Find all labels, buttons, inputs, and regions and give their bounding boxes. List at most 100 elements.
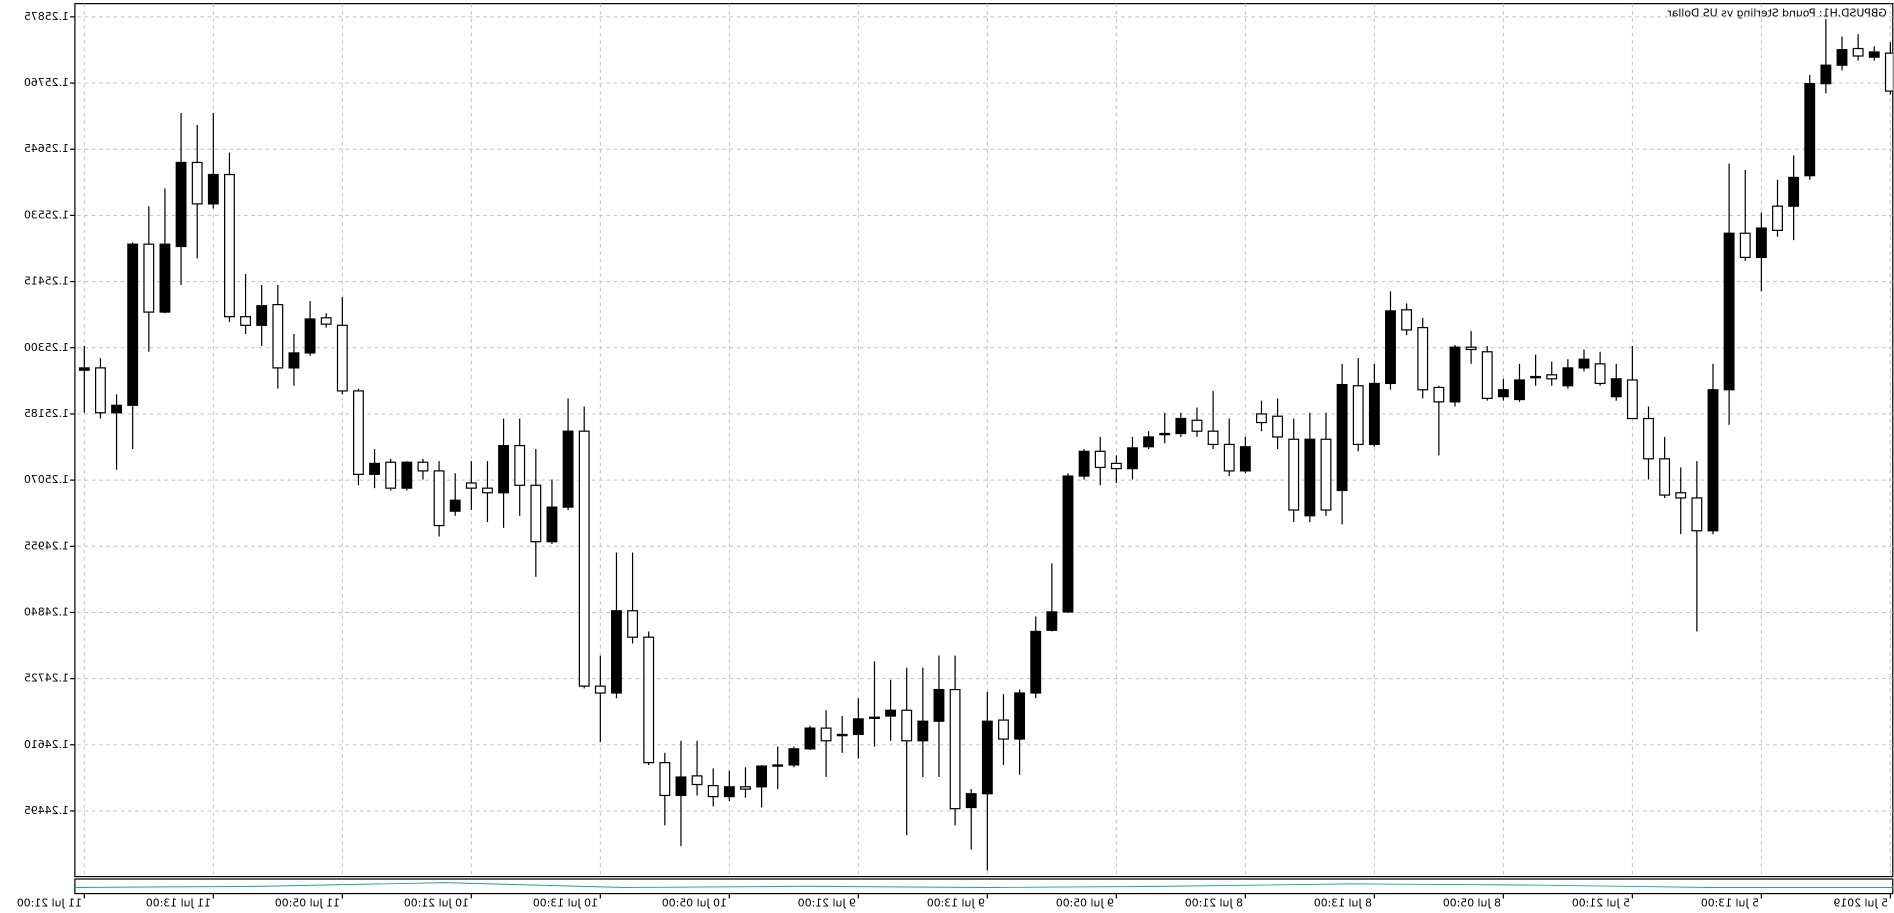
candle-body <box>659 762 671 797</box>
candle-body <box>1836 49 1848 66</box>
y-tick-label: 1.25185 <box>24 407 69 420</box>
candle-body <box>1804 83 1816 177</box>
candle-body <box>723 786 735 798</box>
candle-body <box>772 764 784 767</box>
candle-body <box>78 367 90 371</box>
candle-body <box>433 470 445 527</box>
candle-body <box>675 776 687 797</box>
candle-body <box>1385 310 1396 385</box>
candle-body <box>901 709 913 742</box>
candle-body <box>1481 351 1493 399</box>
candle-body <box>320 317 332 325</box>
candle-body <box>594 685 606 694</box>
candle-body <box>1368 382 1380 446</box>
candle-body <box>1191 419 1203 432</box>
candle-body <box>1046 611 1058 631</box>
grid <box>74 3 1893 877</box>
candle-body <box>191 161 203 205</box>
y-tick-label: 1.24495 <box>24 804 69 817</box>
candle-body <box>756 765 768 788</box>
candle-body <box>1562 367 1574 387</box>
candle-body <box>482 487 493 494</box>
y-tick-label: 1.25300 <box>24 341 69 354</box>
candle-body <box>981 720 993 795</box>
candle-body <box>1755 227 1767 259</box>
x-tick-label: 9 Jul 13:00 <box>927 896 985 909</box>
candle-body <box>498 444 510 494</box>
candle-body <box>1739 232 1751 259</box>
candle-body <box>1659 458 1671 496</box>
candle-body <box>1352 385 1364 446</box>
candle-body <box>175 161 187 248</box>
candle-body <box>1336 383 1348 492</box>
candle-body <box>1207 430 1219 446</box>
candle-body <box>1401 309 1413 331</box>
candle-body <box>1256 413 1267 424</box>
y-tick-label: 1.25875 <box>24 10 69 23</box>
candle-body <box>1610 378 1622 398</box>
candle-body <box>1626 379 1638 420</box>
candle-body <box>1546 374 1558 380</box>
candle-body <box>1643 417 1654 460</box>
candle-body <box>820 727 832 742</box>
candle-body <box>224 173 235 318</box>
x-tick-label: 11 Jul 21:00 <box>17 896 82 909</box>
chart-body: GBPUSD,H1: Pound Sterling vs US Dollar 1… <box>17 3 1894 909</box>
candle-body <box>465 482 477 489</box>
candle-body <box>1723 232 1735 391</box>
y-tick-label: 1.25070 <box>24 473 69 486</box>
candle-body <box>643 636 655 764</box>
candle-body <box>159 243 171 313</box>
y-tick-label: 1.25645 <box>24 142 69 155</box>
candle-body <box>965 793 977 809</box>
candle-body <box>111 404 122 414</box>
candle-body <box>1497 389 1509 398</box>
candle-body <box>1417 327 1429 391</box>
candle-body <box>1320 438 1332 511</box>
x-tick-label: 10 Jul 05:00 <box>662 896 727 909</box>
candle-body <box>1127 447 1138 470</box>
candle-body <box>852 718 864 736</box>
y-tick-label: 1.25415 <box>24 275 69 288</box>
indicator-window <box>74 878 1894 895</box>
candle-body <box>1594 363 1606 385</box>
candle-body <box>1175 417 1187 435</box>
candle-body <box>1691 497 1703 532</box>
candle-body <box>627 610 639 638</box>
x-tick-label: 10 Jul 13:00 <box>533 896 598 909</box>
chart-title: GBPUSD,H1: Pound Sterling vs US Dollar <box>1667 6 1887 19</box>
candle-body <box>143 243 155 313</box>
candle-body <box>304 318 316 354</box>
candle-body <box>1788 176 1800 207</box>
candle-body <box>256 305 268 326</box>
candle-body <box>917 720 929 742</box>
candle-body <box>1239 446 1251 472</box>
x-tick-label: 9 Jul 21:00 <box>798 896 856 909</box>
candle-body <box>1223 443 1235 472</box>
candle-body <box>578 430 590 687</box>
y-tick-label: 1.24610 <box>24 738 69 751</box>
candle-body <box>1707 389 1719 532</box>
x-tick-label: 10 Jul 21:00 <box>404 896 469 909</box>
x-tick-label: 8 Jul 21:00 <box>1185 896 1243 909</box>
candle-body <box>1272 415 1284 438</box>
candle-body <box>1852 47 1864 57</box>
candle-body <box>530 484 542 543</box>
candle-body <box>691 775 703 786</box>
candle-body <box>1304 438 1316 517</box>
candle-body <box>1030 630 1042 694</box>
x-tick-label: 8 Jul 13:00 <box>1314 896 1372 909</box>
candle-body <box>514 444 526 486</box>
candle-body <box>1110 462 1122 470</box>
candle-body <box>1868 51 1880 58</box>
candle-body <box>449 499 461 512</box>
candle-body <box>1578 358 1590 369</box>
candle-body <box>127 243 139 406</box>
candle-body <box>417 461 429 472</box>
y-tick-label: 1.24840 <box>24 605 69 618</box>
candle-body <box>272 303 284 369</box>
candle-body <box>336 324 348 392</box>
indicator-line <box>74 882 1893 888</box>
candle-body <box>1465 346 1477 351</box>
